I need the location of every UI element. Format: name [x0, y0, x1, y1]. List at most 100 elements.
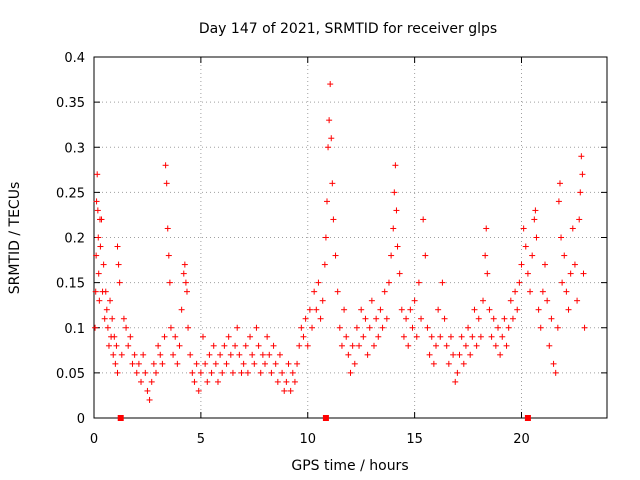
data-point [109, 315, 116, 322]
data-point [176, 342, 183, 349]
data-point [223, 360, 230, 367]
data-point [135, 360, 142, 367]
data-point [351, 360, 358, 367]
data-point [133, 369, 140, 376]
data-point [469, 333, 476, 340]
data-point [411, 297, 418, 304]
data-point [255, 342, 262, 349]
data-point [232, 342, 239, 349]
data-point [92, 324, 99, 331]
data-point [181, 261, 188, 268]
data-point [195, 387, 202, 394]
data-point [424, 324, 431, 331]
data-point [178, 306, 185, 313]
grid-lines [94, 57, 607, 418]
data-point [114, 243, 121, 250]
data-point [492, 342, 499, 349]
data-point [123, 324, 130, 331]
data-point [403, 315, 410, 322]
data-point [118, 351, 125, 358]
data-point [512, 288, 519, 295]
data-point [162, 162, 169, 169]
y-tick-label: 0.05 [56, 367, 85, 382]
data-point [219, 369, 226, 376]
data-point [313, 306, 320, 313]
data-point [390, 225, 397, 232]
data-point [204, 378, 211, 385]
data-point [373, 315, 380, 322]
data-point [111, 333, 118, 340]
data-point [578, 153, 585, 160]
data-point [180, 270, 187, 277]
data-point [101, 315, 108, 322]
data-point [197, 369, 204, 376]
data-point [503, 342, 510, 349]
data-point [163, 180, 170, 187]
data-point [225, 333, 232, 340]
data-point [537, 324, 544, 331]
data-point [291, 378, 298, 385]
data-point [144, 387, 151, 394]
data-point [559, 279, 566, 286]
data-point [281, 387, 288, 394]
data-point [329, 180, 336, 187]
data-point [253, 324, 260, 331]
data-point [394, 243, 401, 250]
data-point [285, 360, 292, 367]
data-point [120, 315, 127, 322]
data-point [296, 342, 303, 349]
data-point [514, 306, 521, 313]
data-point [422, 252, 429, 259]
data-point [567, 270, 574, 277]
data-point [379, 324, 386, 331]
y-tick-label: 0.2 [64, 232, 85, 247]
data-point [217, 351, 224, 358]
data-point [462, 342, 469, 349]
data-point [202, 360, 209, 367]
data-point [364, 351, 371, 358]
data-point [437, 333, 444, 340]
data-point [174, 360, 181, 367]
data-point [159, 360, 166, 367]
data-point [396, 270, 403, 277]
data-point [208, 369, 215, 376]
data-point [494, 324, 501, 331]
data-point [393, 207, 400, 214]
data-point [501, 315, 508, 322]
data-point [240, 360, 247, 367]
data-point [95, 234, 102, 241]
data-point [93, 252, 100, 259]
data-point [458, 333, 465, 340]
data-point [391, 189, 398, 196]
data-point [522, 243, 529, 250]
data-point [95, 270, 102, 277]
data-point [546, 342, 553, 349]
data-point [338, 342, 345, 349]
data-point [509, 315, 516, 322]
data-point [420, 216, 427, 223]
data-point [266, 351, 273, 358]
data-point [368, 297, 375, 304]
data-point [353, 324, 360, 331]
data-point [182, 279, 189, 286]
data-point [532, 207, 539, 214]
data-point [445, 360, 452, 367]
data-point [381, 288, 388, 295]
data-point [257, 369, 264, 376]
data-point [155, 342, 162, 349]
data-point [565, 306, 572, 313]
data-point [244, 369, 251, 376]
data-point [327, 81, 334, 88]
data-point [579, 171, 586, 178]
data-point [520, 225, 527, 232]
data-point [392, 162, 399, 169]
data-point [569, 225, 576, 232]
data-point [300, 333, 307, 340]
data-gap-marker [524, 415, 531, 421]
data-point [450, 351, 457, 358]
data-point [264, 333, 271, 340]
data-point [102, 288, 109, 295]
data-point [189, 369, 196, 376]
data-point [100, 261, 107, 268]
data-point [561, 252, 568, 259]
